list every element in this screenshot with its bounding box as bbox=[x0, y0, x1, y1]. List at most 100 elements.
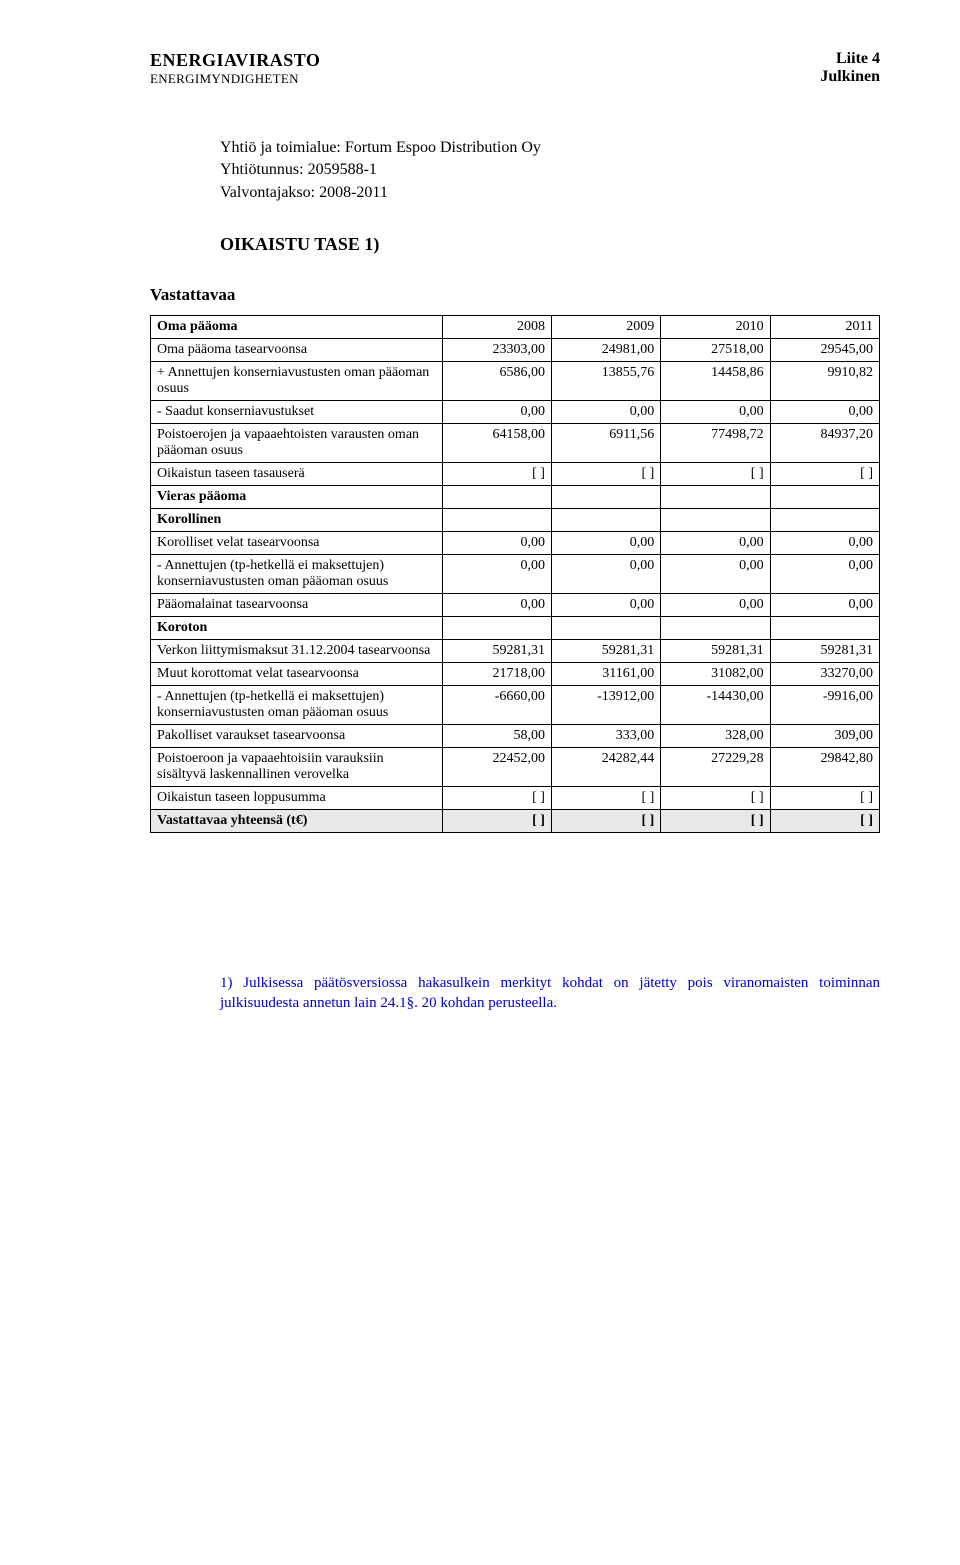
table-total-row: Vastattavaa yhteensä (t€)[ ][ ][ ][ ] bbox=[151, 810, 880, 833]
table-row: Pakolliset varaukset tasearvoonsa58,0033… bbox=[151, 725, 880, 748]
table-row: Poistoeroon ja vapaaehtoisiin varauksiin… bbox=[151, 748, 880, 787]
row-value: 0,00 bbox=[442, 401, 551, 424]
row-value: 9910,82 bbox=[770, 362, 879, 401]
table-row: Oikaistun taseen loppusumma[ ][ ][ ][ ] bbox=[151, 787, 880, 810]
row-value: 333,00 bbox=[551, 725, 660, 748]
row-value: [ ] bbox=[442, 463, 551, 486]
row-value bbox=[770, 617, 879, 640]
row-label: - Annettujen (tp-hetkellä ei maksettujen… bbox=[151, 555, 443, 594]
balance-table: Oma pääoma 2008 2009 2010 2011 Oma pääom… bbox=[150, 315, 880, 833]
row-value: 0,00 bbox=[661, 555, 770, 594]
total-value: [ ] bbox=[770, 810, 879, 833]
row-value: [ ] bbox=[551, 463, 660, 486]
row-label: Koroton bbox=[151, 617, 443, 640]
table-row: Korollinen bbox=[151, 509, 880, 532]
row-value: [ ] bbox=[442, 787, 551, 810]
row-value: 0,00 bbox=[661, 594, 770, 617]
row-value: 24981,00 bbox=[551, 339, 660, 362]
meta-company: Yhtiö ja toimialue: Fortum Espoo Distrib… bbox=[220, 137, 880, 159]
row-label: - Saadut konserniavustukset bbox=[151, 401, 443, 424]
row-label: Oikaistun taseen tasauserä bbox=[151, 463, 443, 486]
row-value: 6911,56 bbox=[551, 424, 660, 463]
total-value: [ ] bbox=[661, 810, 770, 833]
row-value: -14430,00 bbox=[661, 686, 770, 725]
table-row: + Annettujen konserniavustusten oman pää… bbox=[151, 362, 880, 401]
row-value: 0,00 bbox=[770, 555, 879, 594]
row-value: 0,00 bbox=[770, 401, 879, 424]
attachment-label: Liite 4 bbox=[820, 50, 880, 68]
row-value: 309,00 bbox=[770, 725, 879, 748]
row-value: 27518,00 bbox=[661, 339, 770, 362]
page-header: ENERGIAVIRASTO ENERGIMYNDIGHETEN Liite 4… bbox=[150, 50, 880, 87]
row-value: 0,00 bbox=[661, 532, 770, 555]
subsection-title: Vastattavaa bbox=[150, 285, 880, 305]
attachment-classification: Julkinen bbox=[820, 68, 880, 86]
row-value: 0,00 bbox=[770, 532, 879, 555]
row-value: 328,00 bbox=[661, 725, 770, 748]
row-value: 64158,00 bbox=[442, 424, 551, 463]
row-value: 31161,00 bbox=[551, 663, 660, 686]
table-row: Vieras pääoma bbox=[151, 486, 880, 509]
table-row: Korolliset velat tasearvoonsa0,000,000,0… bbox=[151, 532, 880, 555]
row-label: Verkon liittymismaksut 31.12.2004 tasear… bbox=[151, 640, 443, 663]
meta-company-id: Yhtiötunnus: 2059588-1 bbox=[220, 159, 880, 181]
row-value: 0,00 bbox=[442, 532, 551, 555]
row-value bbox=[442, 617, 551, 640]
row-value bbox=[551, 486, 660, 509]
row-label: Pakolliset varaukset tasearvoonsa bbox=[151, 725, 443, 748]
row-value: [ ] bbox=[770, 463, 879, 486]
attachment-block: Liite 4 Julkinen bbox=[820, 50, 880, 86]
row-value: 0,00 bbox=[551, 532, 660, 555]
row-value bbox=[551, 509, 660, 532]
row-value: 59281,31 bbox=[551, 640, 660, 663]
row-value: 0,00 bbox=[551, 401, 660, 424]
row-value: 0,00 bbox=[661, 401, 770, 424]
row-value bbox=[661, 509, 770, 532]
table-row: Koroton bbox=[151, 617, 880, 640]
table-row: Verkon liittymismaksut 31.12.2004 tasear… bbox=[151, 640, 880, 663]
row-value: 22452,00 bbox=[442, 748, 551, 787]
row-value: 0,00 bbox=[551, 555, 660, 594]
row-value: 59281,31 bbox=[442, 640, 551, 663]
row-value: 33270,00 bbox=[770, 663, 879, 686]
row-value: [ ] bbox=[770, 787, 879, 810]
row-value: 0,00 bbox=[551, 594, 660, 617]
row-value bbox=[442, 509, 551, 532]
row-value: 0,00 bbox=[442, 555, 551, 594]
row-label: + Annettujen konserniavustusten oman pää… bbox=[151, 362, 443, 401]
row-value: 6586,00 bbox=[442, 362, 551, 401]
row-value: [ ] bbox=[661, 787, 770, 810]
row-label: Korolliset velat tasearvoonsa bbox=[151, 532, 443, 555]
row-label: Vieras pääoma bbox=[151, 486, 443, 509]
row-value bbox=[770, 486, 879, 509]
table-head-year: 2010 bbox=[661, 316, 770, 339]
table-row: Oikaistun taseen tasauserä[ ][ ][ ][ ] bbox=[151, 463, 880, 486]
row-value: 58,00 bbox=[442, 725, 551, 748]
row-value: 29842,80 bbox=[770, 748, 879, 787]
table-head-year: 2008 bbox=[442, 316, 551, 339]
row-label: Muut korottomat velat tasearvoonsa bbox=[151, 663, 443, 686]
row-value bbox=[551, 617, 660, 640]
table-header-row: Oma pääoma 2008 2009 2010 2011 bbox=[151, 316, 880, 339]
table-row: - Saadut konserniavustukset0,000,000,000… bbox=[151, 401, 880, 424]
table-row: Oma pääoma tasearvoonsa23303,0024981,002… bbox=[151, 339, 880, 362]
row-value: 29545,00 bbox=[770, 339, 879, 362]
row-value: 13855,76 bbox=[551, 362, 660, 401]
row-value: 21718,00 bbox=[442, 663, 551, 686]
row-label: Korollinen bbox=[151, 509, 443, 532]
row-value: 0,00 bbox=[442, 594, 551, 617]
table-row: Poistoerojen ja vapaaehtoisten varausten… bbox=[151, 424, 880, 463]
total-value: [ ] bbox=[551, 810, 660, 833]
row-label: Pääomalainat tasearvoonsa bbox=[151, 594, 443, 617]
row-value: 0,00 bbox=[770, 594, 879, 617]
row-label: Poistoerojen ja vapaaehtoisten varausten… bbox=[151, 424, 443, 463]
row-value: 27229,28 bbox=[661, 748, 770, 787]
row-label: - Annettujen (tp-hetkellä ei maksettujen… bbox=[151, 686, 443, 725]
row-value bbox=[661, 486, 770, 509]
table-row: - Annettujen (tp-hetkellä ei maksettujen… bbox=[151, 686, 880, 725]
row-value: -13912,00 bbox=[551, 686, 660, 725]
row-value: [ ] bbox=[551, 787, 660, 810]
org-block: ENERGIAVIRASTO ENERGIMYNDIGHETEN bbox=[150, 50, 320, 87]
row-value bbox=[661, 617, 770, 640]
page: ENERGIAVIRASTO ENERGIMYNDIGHETEN Liite 4… bbox=[0, 0, 960, 1074]
